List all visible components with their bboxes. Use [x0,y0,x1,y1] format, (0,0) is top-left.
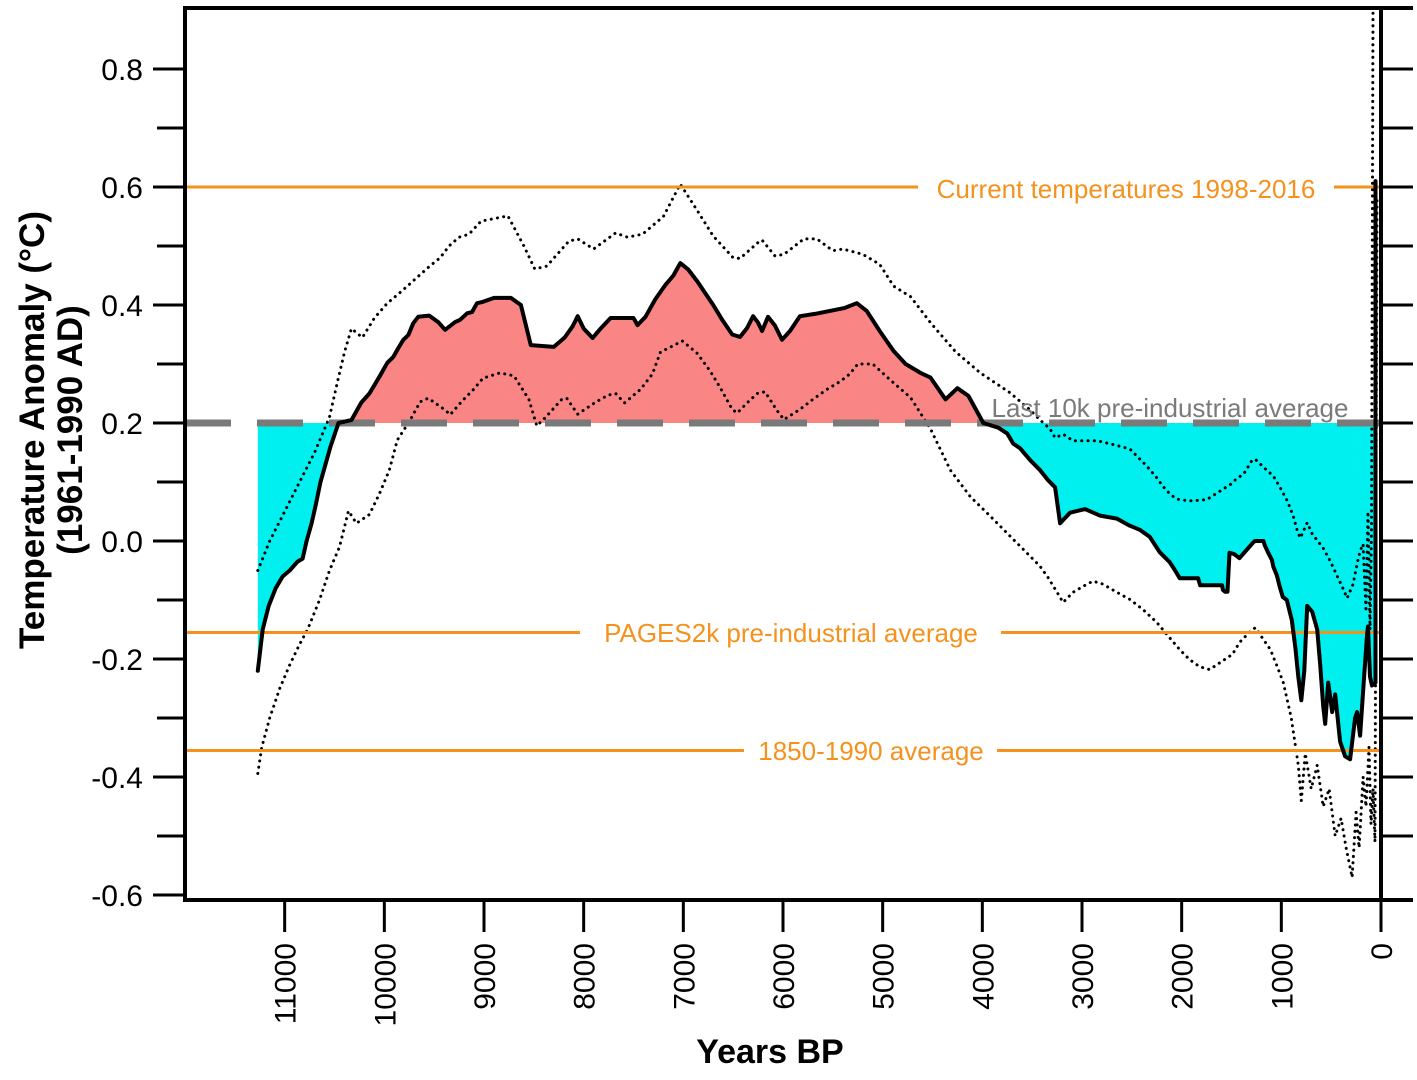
x-tick-label: 0 [1366,943,1399,960]
x-tick-label: 4000 [967,943,1000,1010]
y-tick-label: 0.2 [101,408,143,441]
y-tick-label: -0.2 [91,644,143,677]
reference-lines [185,185,1381,752]
x-tick-label: 1000 [1266,943,1299,1010]
y-axis-title-line2: (1961-1990 AD) [51,305,90,555]
y-tick-label: 0.6 [101,172,143,205]
y-tick-label: 0.8 [101,54,143,87]
x-axis-title: Years BP [696,1033,843,1071]
x-tick-label: 7000 [668,943,701,1010]
refline-label-current-temperatures: Current temperatures 1998-2016 [937,174,1316,204]
y-axis-title-line1: Temperature Anomaly (°C) [13,211,52,649]
y-tick-label: 0.4 [101,290,143,323]
y-tick-label: 0.0 [101,526,143,559]
uncertainty-lower-dotted-line [256,197,1379,879]
axes-frame [153,6,1413,932]
x-tick-label: 5000 [868,943,901,1010]
x-tick-label: 8000 [569,943,602,1010]
x-tick-label: 6000 [768,943,801,1010]
x-tick-label: 2000 [1167,943,1200,1010]
refline-label-1850-1990-average: 1850-1990 average [758,736,984,766]
x-tick-label: 10000 [369,943,402,1026]
uncertainty-upper-dotted-line [256,8,1375,631]
fill-below-average-right [983,423,1376,760]
refline-label-last-10k-average: Last 10k pre-industrial average [992,393,1349,423]
reconstruction-line [255,179,1378,762]
uncertainty-bounds [256,8,1379,879]
y-tick-label: -0.6 [91,880,143,913]
fill-above-average [338,263,984,423]
x-tick-label: 9000 [469,943,502,1010]
reconstruction-line-path [255,179,1378,762]
fill-regions [257,263,1376,760]
y-tick-label: -0.4 [91,762,143,795]
x-tick-label: 3000 [1067,943,1100,1010]
refline-label-pages2k-average: PAGES2k pre-industrial average [604,618,978,648]
x-tick-label: 11000 [270,943,303,1024]
